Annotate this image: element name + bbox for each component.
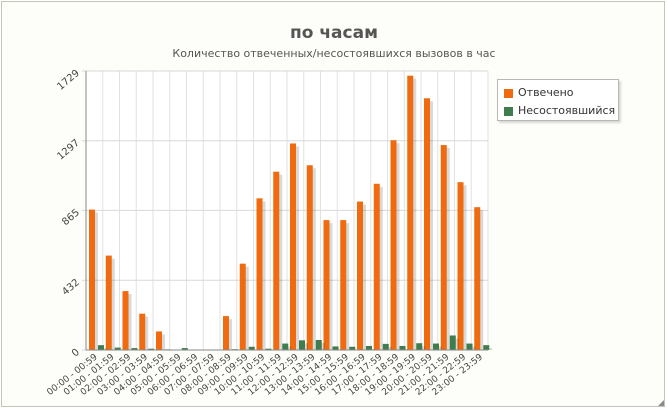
bar-failed[interactable]: [114, 347, 121, 350]
bar-failed[interactable]: [349, 346, 356, 350]
bar-answered[interactable]: [390, 140, 397, 350]
bar-answered[interactable]: [306, 165, 313, 350]
bar-answered[interactable]: [139, 313, 146, 350]
bar-answered[interactable]: [357, 201, 363, 350]
bar-failed[interactable]: [248, 346, 255, 350]
y-tick-label: 865: [60, 207, 82, 228]
bar-failed[interactable]: [366, 345, 372, 350]
legend-item-failed: Несостоявшийся: [504, 104, 615, 118]
bar-failed[interactable]: [416, 343, 423, 350]
y-tick-label: 1297: [55, 138, 82, 163]
legend-swatch-answered: [504, 88, 513, 98]
bar-failed[interactable]: [399, 345, 406, 350]
chart-subtitle: Количество отвеченных/несостоявшихся выз…: [172, 47, 496, 60]
bar-failed[interactable]: [466, 343, 473, 350]
bar-failed[interactable]: [98, 345, 104, 350]
bar-answered[interactable]: [290, 143, 296, 350]
bar-failed[interactable]: [131, 348, 138, 350]
y-tick-label: 432: [60, 277, 82, 298]
bar-failed[interactable]: [148, 348, 155, 350]
bar-answered[interactable]: [474, 207, 481, 350]
bar-failed[interactable]: [282, 343, 289, 350]
bar-answered[interactable]: [89, 209, 95, 350]
bar-answered[interactable]: [256, 198, 263, 350]
bar-answered[interactable]: [122, 291, 129, 350]
bar-answered[interactable]: [440, 145, 447, 350]
bar-failed[interactable]: [483, 345, 490, 350]
bar-answered[interactable]: [105, 255, 112, 350]
resize-grip-icon[interactable]: [658, 400, 664, 406]
bar-failed[interactable]: [449, 335, 456, 350]
bar-failed[interactable]: [299, 340, 305, 350]
legend-swatch-failed: [504, 106, 513, 116]
bar-answered[interactable]: [424, 98, 430, 350]
legend-label-answered: Отвечено: [518, 86, 574, 99]
chart-title: по часам: [290, 23, 378, 43]
bar-answered[interactable]: [340, 220, 347, 350]
bar-failed[interactable]: [181, 348, 188, 350]
bar-answered[interactable]: [323, 220, 330, 350]
y-tick-label: 1729: [55, 68, 82, 93]
bar-answered[interactable]: [273, 171, 280, 350]
bar-answered[interactable]: [223, 316, 229, 350]
bar-answered[interactable]: [373, 183, 380, 350]
bar-failed[interactable]: [265, 348, 272, 350]
bar-failed[interactable]: [332, 346, 339, 350]
y-tick-label: 0: [70, 347, 82, 360]
bar-answered[interactable]: [239, 263, 246, 350]
legend-item-answered: Отвечено: [504, 86, 574, 100]
bar-failed[interactable]: [433, 343, 439, 350]
bar-failed[interactable]: [315, 339, 322, 350]
bar-answered[interactable]: [407, 75, 414, 351]
bar-answered[interactable]: [457, 182, 464, 350]
bar-answered[interactable]: [156, 331, 162, 350]
legend: Отвечено Несостоявшийся: [497, 79, 619, 121]
legend-label-failed: Несостоявшийся: [518, 104, 616, 117]
bar-failed[interactable]: [382, 343, 389, 350]
